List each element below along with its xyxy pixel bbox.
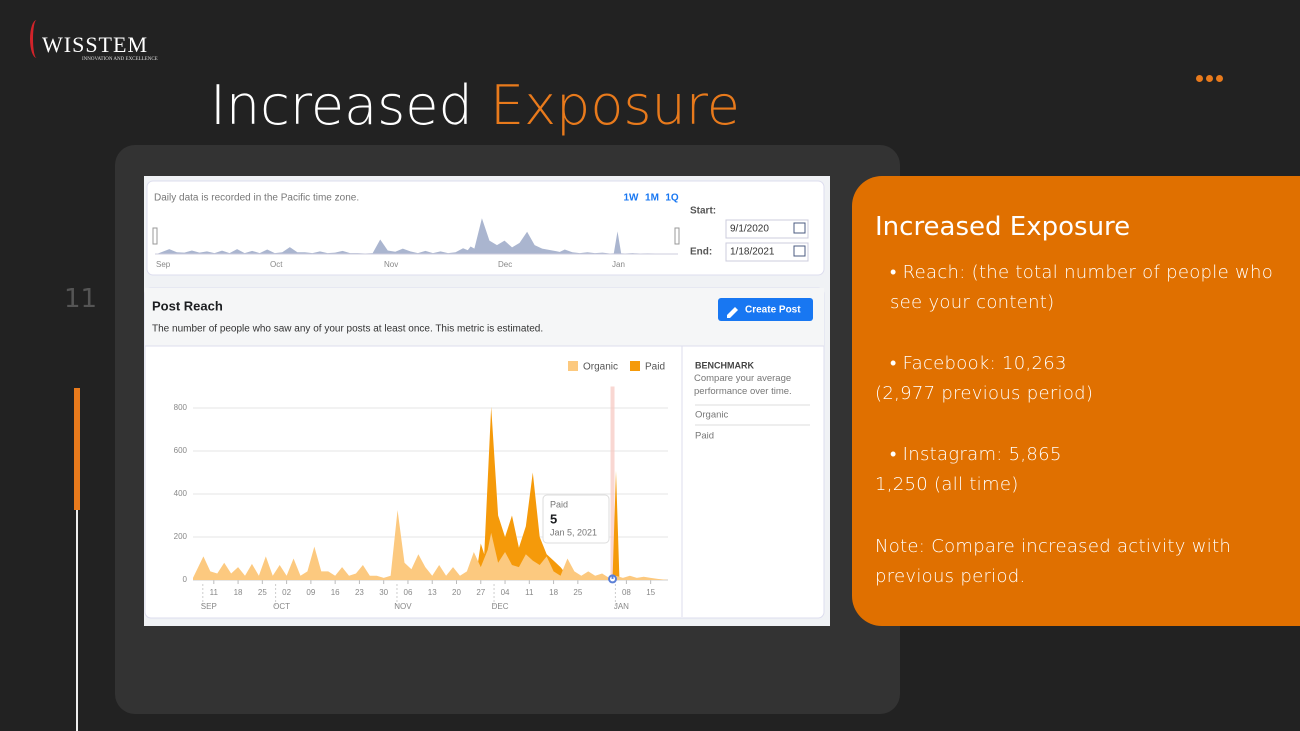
create-post-button[interactable] [718, 298, 813, 321]
bullet-reach: • Reach: (the total number of people who… [890, 262, 1274, 313]
x-tick-label: 11 [525, 588, 534, 597]
timezone-note: Daily data is recorded in the Pacific ti… [154, 193, 359, 204]
logo: WISSTEM INNOVATION AND EXCELLENCE [30, 20, 170, 65]
x-tick-label: 09 [306, 588, 315, 597]
reach-text: Reach: (the total number of people who s… [890, 262, 1274, 313]
x-tick-label: 11 [210, 588, 219, 597]
navigator-card [146, 180, 825, 276]
slide-title: Increased Exposure [210, 74, 740, 137]
month-label: SEP [201, 602, 217, 611]
area [193, 510, 668, 580]
benchmark-item: Paid [695, 431, 714, 442]
x-tick-label: 25 [573, 588, 582, 597]
title-main: Increased [210, 74, 473, 137]
end-label: End: [690, 247, 712, 258]
start-input[interactable] [725, 219, 809, 239]
legend-swatch [568, 361, 578, 371]
y-tick-label: 200 [174, 532, 188, 541]
benchmark-item: Organic [695, 410, 729, 421]
tooltip-date: Jan 5, 2021 [550, 527, 597, 537]
tooltip-value: 5 [550, 511, 557, 526]
x-tick-label: 06 [404, 588, 413, 597]
end-input[interactable] [725, 242, 809, 262]
x-tick-label: 13 [428, 588, 437, 597]
range-button[interactable]: 1W [624, 193, 640, 204]
timeline-line [76, 388, 78, 731]
calendar-icon[interactable] [793, 245, 806, 257]
x-tick-label: 18 [234, 588, 243, 597]
range-button[interactable]: 1M [645, 193, 659, 204]
navigator-month: Dec [498, 260, 512, 269]
facebook-previous: (2,977 previous period) [875, 383, 1094, 404]
start-date: 9/1/2020 [730, 224, 769, 235]
x-tick-label: 08 [622, 588, 631, 597]
info-panel: Increased Exposure • Reach: (the total n… [852, 176, 1300, 626]
description: The number of people who saw any of your… [152, 324, 543, 335]
month-label: OCT [273, 602, 290, 611]
start-label: Start: [690, 206, 716, 217]
x-tick-label: 27 [476, 588, 485, 597]
month-label: DEC [492, 602, 509, 611]
navigator-area [158, 239, 674, 254]
navigator-handle[interactable] [152, 227, 158, 245]
pencil-icon [727, 307, 738, 318]
x-tick-label: 25 [258, 588, 267, 597]
bullet-facebook: • Facebook: 10,263 [890, 353, 1067, 374]
legend-label: Paid [645, 362, 665, 373]
facebook-text: Facebook: 10,263 [902, 353, 1067, 374]
end-date: 1/18/2021 [730, 247, 775, 258]
section-title: Post Reach [152, 298, 223, 313]
instagram-text: Instagram: 5,865 [902, 444, 1062, 465]
calendar-icon[interactable] [793, 222, 806, 234]
y-tick-label: 800 [174, 403, 188, 412]
bullet-instagram: • Instagram: 5,865 [890, 444, 1062, 465]
y-tick-label: 400 [174, 489, 188, 498]
x-tick-label: 16 [331, 588, 340, 597]
benchmark-text-box: Compare your average performance over ti… [694, 373, 792, 397]
title-accent: Exposure [489, 74, 740, 137]
legend-label: Organic [583, 362, 618, 373]
benchmark-text: Compare your average performance over ti… [694, 373, 792, 397]
x-tick-label: 15 [646, 588, 655, 597]
x-tick-label: 02 [282, 588, 291, 597]
reach-header [145, 288, 824, 346]
menu-dots [1196, 75, 1223, 82]
navigator-month: Sep [156, 260, 171, 269]
range-button[interactable]: 1Q [665, 193, 679, 204]
tooltip [542, 494, 610, 544]
benchmark-title: BENCHMARK [695, 360, 754, 370]
navigator-month: Nov [384, 260, 398, 269]
create-post-label: Create Post [745, 305, 801, 316]
y-tick-label: 0 [183, 575, 188, 584]
navigator-month: Oct [270, 260, 283, 269]
navigator-handle[interactable] [674, 227, 680, 245]
logo-swoosh [30, 20, 43, 58]
x-tick-label: 23 [355, 588, 364, 597]
panel-heading: Increased Exposure [875, 212, 1131, 242]
logo-name: WISSTEM [42, 32, 148, 57]
timeline-accent [74, 388, 80, 510]
month-label: JAN [614, 602, 629, 611]
page-number: 11 [64, 284, 98, 314]
note: Note: Compare increased activity with pr… [875, 536, 1232, 587]
x-tick-label: 20 [452, 588, 461, 597]
logo-tagline: INNOVATION AND EXCELLENCE [82, 57, 158, 62]
x-tick-label: 18 [549, 588, 558, 597]
x-tick-label: 04 [501, 588, 510, 597]
legend-swatch [630, 361, 640, 371]
navigator-month: Jan [612, 260, 625, 269]
month-label: NOV [394, 602, 412, 611]
instagram-all-time: 1,250 (all time) [875, 474, 1019, 495]
x-tick-label: 30 [379, 588, 388, 597]
tooltip-series: Paid [550, 499, 568, 509]
y-tick-label: 600 [174, 446, 188, 455]
